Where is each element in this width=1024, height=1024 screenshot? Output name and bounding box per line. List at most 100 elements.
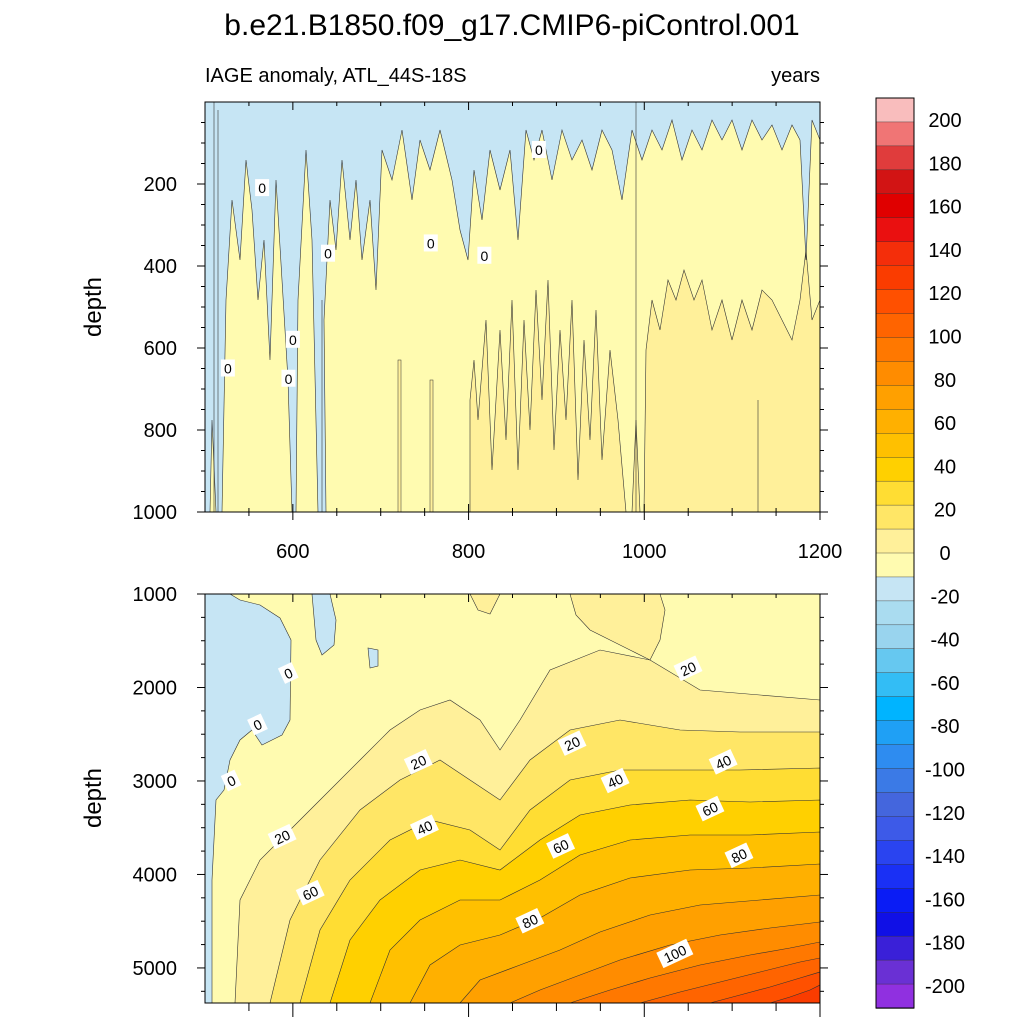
colorbar-swatch (875, 672, 915, 698)
colorbar-swatch (875, 337, 915, 363)
colorbar-swatch (875, 816, 915, 842)
colorbar-swatch (875, 840, 915, 866)
lower-y-tick-label: 3000 (133, 771, 178, 793)
colorbar-swatch (875, 600, 915, 626)
upper-panel: 200 400 600 800 1000 600 800 1000 1200 0 0 0 0 0 0 0 0… (80, 101, 843, 563)
colorbar-swatch (875, 912, 915, 937)
upper-contour-label: 0 (477, 246, 492, 264)
colorbar-label: -200 (925, 976, 965, 998)
svg-text:0: 0 (224, 361, 232, 377)
lower-contour-label: 20 (267, 823, 297, 850)
upper-column-2 (429, 379, 434, 512)
lower-contour-label: 40 (708, 749, 738, 775)
colorbar-label: 200 (928, 110, 961, 132)
colorbar-swatch (875, 888, 915, 913)
colorbar-label: 80 (934, 370, 956, 392)
colorbar-swatch (875, 983, 915, 1009)
colorbar-label: 100 (928, 327, 961, 349)
upper-y-tick-label: 1000 (133, 502, 178, 524)
svg-text:60: 60 (300, 883, 321, 904)
lower-contour-label: 60 (695, 795, 725, 822)
upper-y-tick-label: 400 (144, 256, 177, 278)
upper-contour-label: 0 (321, 244, 335, 262)
svg-text:20: 20 (562, 733, 583, 754)
lower-contour-label: 0 (277, 662, 299, 684)
subtitle-right: years (771, 65, 820, 87)
colorbar-swatch (875, 145, 915, 171)
colorbar-swatch (875, 457, 915, 482)
colorbar-swatch (875, 169, 915, 195)
colorbar-swatch (875, 648, 915, 674)
colorbar-label: -100 (925, 760, 965, 782)
svg-text:20: 20 (678, 658, 699, 679)
colorbar-swatch (875, 385, 915, 411)
upper-y-axis-label: depth (80, 277, 107, 337)
upper-contour-label: 0 (423, 234, 438, 252)
colorbar-label: 20 (934, 500, 956, 522)
colorbar-label: 120 (928, 283, 961, 305)
upper-y-tick-label: 200 (144, 174, 177, 196)
colorbar-label: -120 (925, 803, 965, 825)
svg-text:40: 40 (713, 752, 734, 773)
colorbar-label: 160 (928, 197, 961, 219)
colorbar-swatch (875, 720, 915, 746)
colorbar-label: 40 (934, 456, 956, 478)
upper-band-10-20 (469, 249, 820, 512)
lower-contour-label: 20 (673, 655, 703, 682)
colorbar-swatch (875, 504, 915, 530)
colorbar: 200180160140120100806040200-20-40-60-80-… (875, 97, 965, 1009)
lower-contour-label: 40 (409, 814, 439, 841)
svg-text:0: 0 (427, 235, 435, 251)
colorbar-label: -20 (931, 586, 960, 608)
svg-text:80: 80 (729, 845, 750, 866)
x-tick-label: 600 (276, 541, 309, 563)
svg-text:20: 20 (272, 826, 293, 847)
upper-y-tick-label: 600 (144, 338, 177, 360)
svg-text:40: 40 (605, 770, 626, 791)
colorbar-swatch (875, 97, 915, 123)
upper-contour-label: 0 (220, 359, 235, 377)
lower-band-negative (205, 594, 292, 1003)
colorbar-swatch (875, 576, 915, 602)
colorbar-swatch (875, 552, 915, 578)
upper-contour-label: 0 (531, 140, 546, 158)
lower-negative-patch-1 (311, 594, 337, 656)
svg-text:0: 0 (324, 246, 332, 262)
upper-band-negative (205, 102, 820, 512)
colorbar-swatch (875, 624, 915, 650)
colorbar-swatch (875, 193, 915, 219)
svg-text:0: 0 (480, 248, 488, 264)
colorbar-swatch (875, 433, 915, 458)
svg-text:0: 0 (289, 332, 297, 348)
lower-band-120-130 (709, 971, 820, 1003)
colorbar-swatch (875, 480, 915, 506)
lower-y-tick-label: 5000 (133, 958, 178, 980)
colorbar-label: 140 (928, 240, 961, 262)
colorbar-swatch (875, 289, 915, 315)
lower-contour-label: 40 (600, 767, 630, 794)
upper-contour-label: 0 (281, 369, 296, 387)
colorbar-swatch (875, 313, 915, 339)
upper-contour-label: 0 (255, 179, 270, 197)
svg-text:40: 40 (414, 817, 435, 838)
svg-text:60: 60 (550, 836, 571, 857)
colorbar-label: 0 (939, 543, 950, 565)
colorbar-label: 180 (928, 153, 961, 175)
lower-contour-label: 80 (724, 842, 754, 869)
colorbar-swatch (875, 959, 915, 985)
x-tick-label: 1200 (798, 541, 843, 563)
svg-text:80: 80 (520, 911, 541, 932)
colorbar-swatch (875, 768, 915, 794)
colorbar-swatch (875, 361, 915, 387)
lower-surface-patch-1 (469, 594, 501, 615)
colorbar-swatch (875, 864, 915, 889)
svg-text:0: 0 (535, 142, 543, 158)
colorbar-label: -160 (925, 889, 965, 911)
x-tick-label: 800 (452, 541, 485, 563)
colorbar-label: -180 (925, 933, 965, 955)
colorbar-swatch (875, 409, 915, 434)
upper-contour-label: 0 (285, 330, 300, 348)
lower-y-tick-label: 2000 (133, 677, 178, 699)
svg-text:60: 60 (700, 798, 721, 819)
